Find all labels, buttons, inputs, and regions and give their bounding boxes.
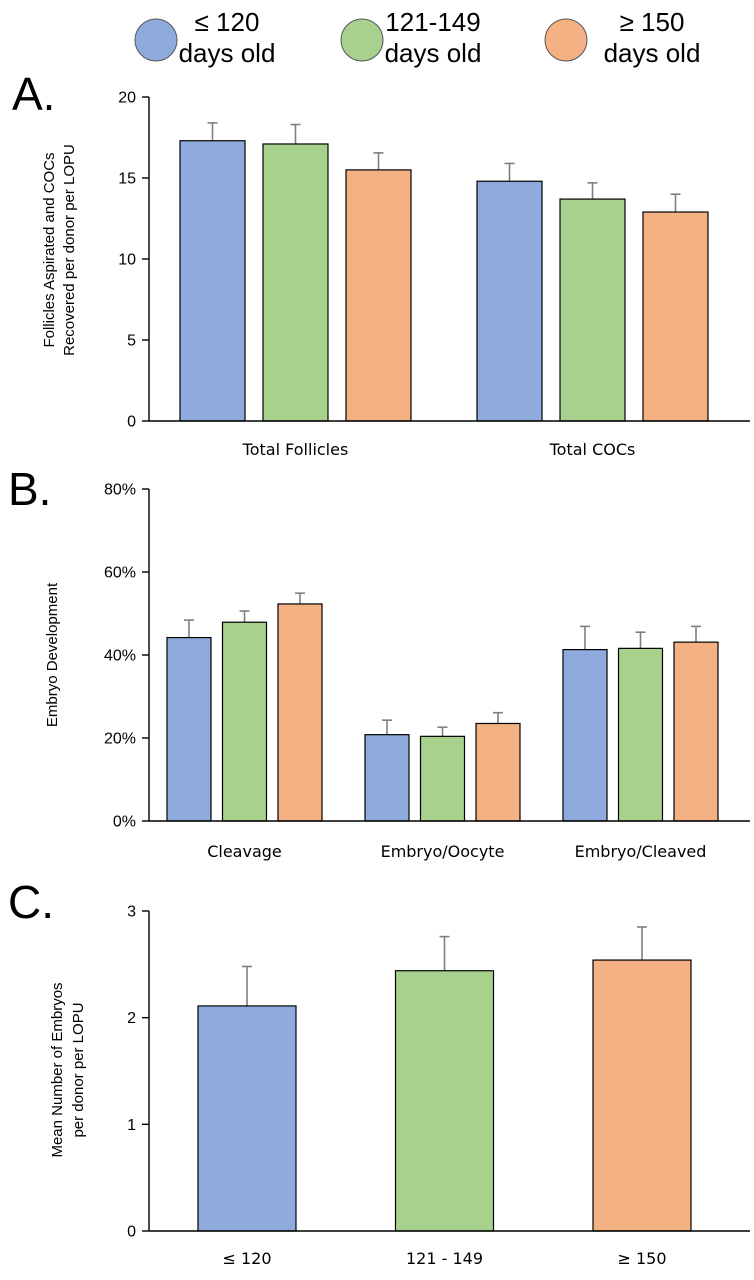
category-label: ≥ 150 <box>617 1249 666 1268</box>
y-tick-label: 0 <box>127 414 136 431</box>
bar <box>617 647 664 822</box>
bar <box>559 198 626 422</box>
category-label-cleavage: Cleavage <box>207 842 282 861</box>
bar <box>166 636 212 822</box>
y-tick-label: 40% <box>104 648 136 665</box>
panel-a-chart: A. 0 5 10 15 20 Follicles Aspirated and COCs Re… <box>12 68 750 459</box>
legend-label-line2: days old <box>604 38 701 68</box>
legend-swatch-2 <box>340 18 384 62</box>
legend-label-line2: days old <box>385 38 482 68</box>
panel-label: B. <box>8 463 51 515</box>
legend-label-line1: 121-149 <box>385 7 480 37</box>
panel-label: C. <box>8 876 54 928</box>
bar <box>364 734 410 822</box>
bar <box>179 140 246 422</box>
bar <box>562 649 608 822</box>
legend-label-line1: ≤ 120 <box>195 7 260 37</box>
y-tick-label: 15 <box>118 171 136 188</box>
category-label-total-follicles: Total Follicles <box>242 440 349 459</box>
y-axis-title: Recovered per donor per LOPU <box>61 144 78 356</box>
bar <box>476 180 543 422</box>
y-axis-title: per donor per LOPU <box>70 1002 87 1137</box>
y-axis-title: Embryo Development <box>44 582 61 727</box>
category-label: 121 - 149 <box>406 1249 483 1268</box>
bar <box>262 143 329 422</box>
category-label-embryo-oocyte: Embryo/Oocyte <box>381 842 505 861</box>
y-tick-label: 3 <box>127 904 136 921</box>
bar <box>197 1005 297 1232</box>
y-axis-title: Mean Number of Embryos <box>49 982 66 1157</box>
y-tick-label: 2 <box>127 1010 136 1027</box>
bar <box>592 959 692 1232</box>
bar <box>475 722 521 822</box>
category-label: ≤ 120 <box>222 1249 271 1268</box>
legend-swatch-1 <box>134 18 178 62</box>
category-label-total-cocs: Total COCs <box>549 440 636 459</box>
y-axis-title: Follicles Aspirated and COCs <box>41 152 58 347</box>
y-tick-label: 5 <box>127 333 136 350</box>
bar <box>221 621 268 822</box>
y-tick-label: 20 <box>118 90 136 107</box>
panel-b-chart: B. 0% 20% 40% 60% 80% Embryo Development Cleava… <box>8 463 750 861</box>
y-tick-label: 60% <box>104 565 136 582</box>
y-tick-label: 10 <box>118 252 136 269</box>
y-tick-label: 0 <box>127 1224 136 1241</box>
y-tick-label: 1 <box>127 1117 136 1134</box>
bar <box>642 211 709 422</box>
bar <box>673 641 719 822</box>
bar <box>345 169 412 422</box>
y-tick-label: 20% <box>104 731 136 748</box>
legend-label-line1: ≥ 150 <box>620 7 685 37</box>
bar <box>277 603 323 822</box>
legend-swatch-3 <box>544 18 588 62</box>
bar <box>419 735 466 822</box>
y-tick-label: 80% <box>104 482 136 499</box>
panel-c-chart: C. 0 1 2 3 Mean Number of Embryos per donor pe… <box>8 876 750 1268</box>
legend-label-line2: days old <box>179 38 276 68</box>
y-tick-label: 0% <box>113 814 136 831</box>
panel-label: A. <box>12 68 55 120</box>
category-label-embryo-cleaved: Embryo/Cleaved <box>575 842 707 861</box>
bar <box>394 970 495 1232</box>
